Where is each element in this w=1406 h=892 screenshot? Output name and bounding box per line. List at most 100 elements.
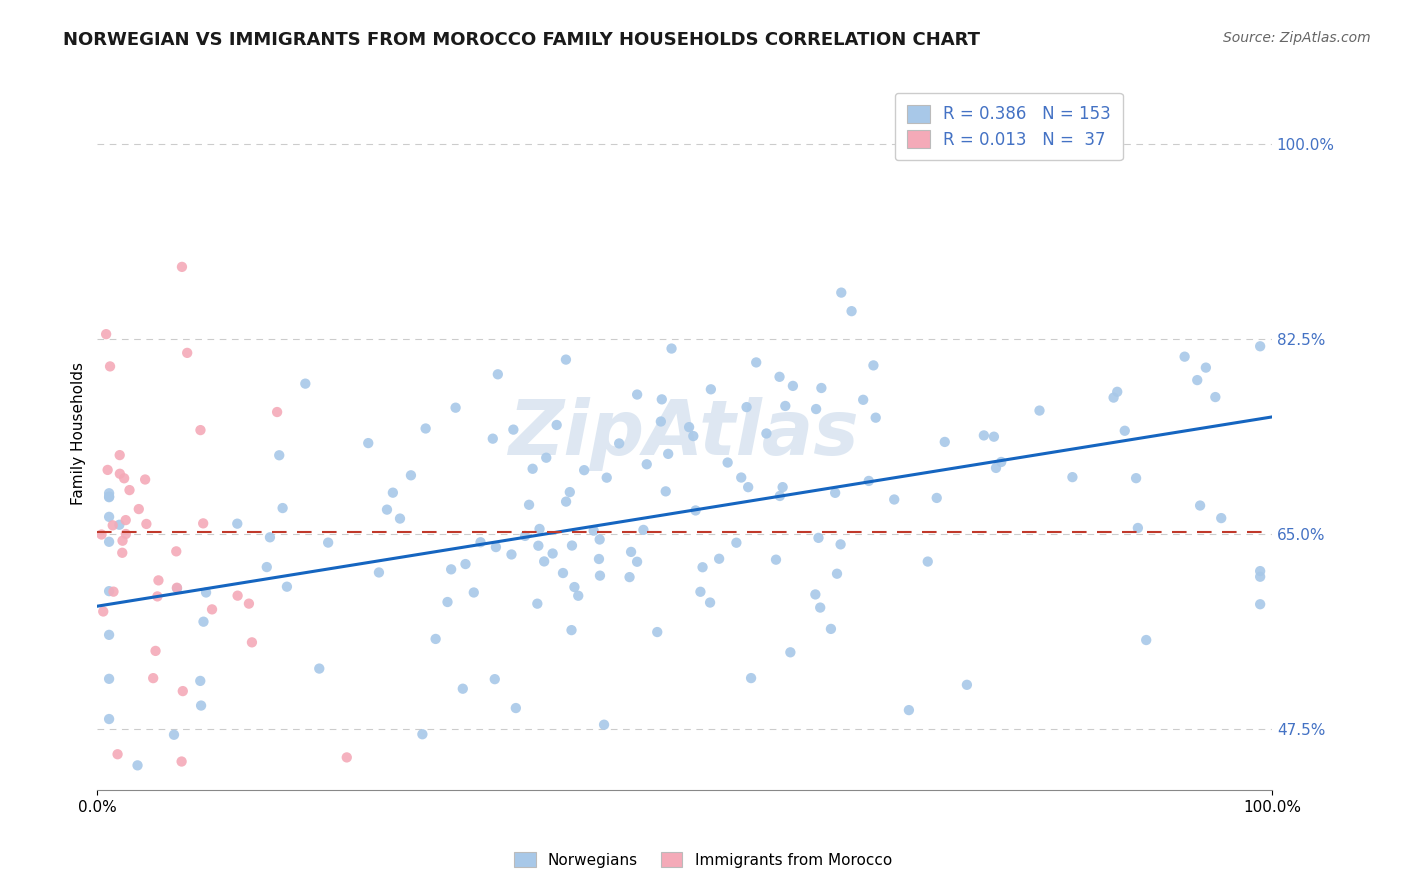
Point	[536, 450, 558, 465]
Point	[883, 492, 905, 507]
Point	[1102, 391, 1125, 405]
Point	[502, 423, 524, 437]
Point	[560, 623, 582, 637]
Point	[357, 436, 380, 450]
Point	[188, 673, 211, 688]
Point	[636, 457, 658, 471]
Point	[596, 470, 619, 484]
Point	[1187, 373, 1209, 387]
Point	[259, 530, 281, 544]
Point	[1125, 471, 1147, 485]
Point	[1204, 390, 1226, 404]
Point	[256, 560, 278, 574]
Point	[271, 501, 294, 516]
Text: ZipAtlas: ZipAtlas	[509, 397, 860, 471]
Point	[529, 522, 551, 536]
Point	[486, 368, 509, 382]
Point	[108, 467, 131, 481]
Point	[1114, 424, 1136, 438]
Point	[678, 420, 700, 434]
Point	[607, 436, 630, 450]
Point	[269, 448, 291, 462]
Point	[755, 426, 778, 441]
Point	[526, 597, 548, 611]
Point	[765, 552, 787, 566]
Point	[685, 503, 707, 517]
Point	[830, 285, 852, 300]
Point	[513, 529, 536, 543]
Point	[195, 585, 218, 599]
Point	[451, 681, 474, 696]
Point	[551, 566, 574, 580]
Point	[768, 369, 790, 384]
Point	[388, 511, 411, 525]
Point	[165, 544, 187, 558]
Point	[336, 750, 359, 764]
Point	[98, 509, 121, 524]
Point	[166, 581, 188, 595]
Point	[700, 382, 723, 396]
Point	[825, 566, 848, 581]
Point	[852, 392, 875, 407]
Point	[375, 502, 398, 516]
Point	[956, 678, 979, 692]
Point	[485, 540, 508, 554]
Point	[118, 483, 141, 497]
Point	[807, 531, 830, 545]
Point	[193, 516, 215, 531]
Point	[820, 622, 842, 636]
Point	[740, 671, 762, 685]
Point	[654, 484, 676, 499]
Point	[546, 417, 568, 432]
Point	[98, 584, 121, 599]
Point	[1062, 470, 1084, 484]
Point	[934, 434, 956, 449]
Point	[737, 480, 759, 494]
Point	[142, 671, 165, 685]
Point	[470, 535, 492, 549]
Point	[555, 352, 578, 367]
Text: NORWEGIAN VS IMMIGRANTS FROM MOROCCO FAMILY HOUSEHOLDS CORRELATION CHART: NORWEGIAN VS IMMIGRANTS FROM MOROCCO FAM…	[63, 31, 980, 49]
Point	[166, 582, 188, 596]
Point	[440, 562, 463, 576]
Y-axis label: Family Households: Family Households	[72, 362, 86, 505]
Point	[172, 684, 194, 698]
Point	[505, 701, 527, 715]
Point	[717, 456, 740, 470]
Point	[114, 513, 136, 527]
Point	[558, 485, 581, 500]
Point	[112, 471, 135, 485]
Point	[127, 758, 149, 772]
Point	[176, 346, 198, 360]
Point	[990, 455, 1012, 469]
Point	[108, 448, 131, 462]
Text: Source: ZipAtlas.com: Source: ZipAtlas.com	[1223, 31, 1371, 45]
Point	[572, 463, 595, 477]
Point	[725, 535, 748, 549]
Point	[650, 415, 672, 429]
Point	[657, 447, 679, 461]
Point	[98, 486, 121, 500]
Point	[772, 480, 794, 494]
Point	[97, 463, 120, 477]
Point	[619, 570, 641, 584]
Point	[90, 527, 112, 541]
Point	[1211, 511, 1233, 525]
Point	[582, 524, 605, 538]
Point	[226, 589, 249, 603]
Point	[316, 535, 339, 549]
Point	[973, 428, 995, 442]
Point	[775, 399, 797, 413]
Point	[841, 304, 863, 318]
Point	[415, 421, 437, 435]
Point	[522, 462, 544, 476]
Point	[830, 537, 852, 551]
Point	[115, 527, 138, 541]
Point	[146, 590, 169, 604]
Point	[1195, 360, 1218, 375]
Point	[862, 359, 884, 373]
Point	[661, 342, 683, 356]
Point	[411, 727, 433, 741]
Point	[692, 560, 714, 574]
Point	[865, 410, 887, 425]
